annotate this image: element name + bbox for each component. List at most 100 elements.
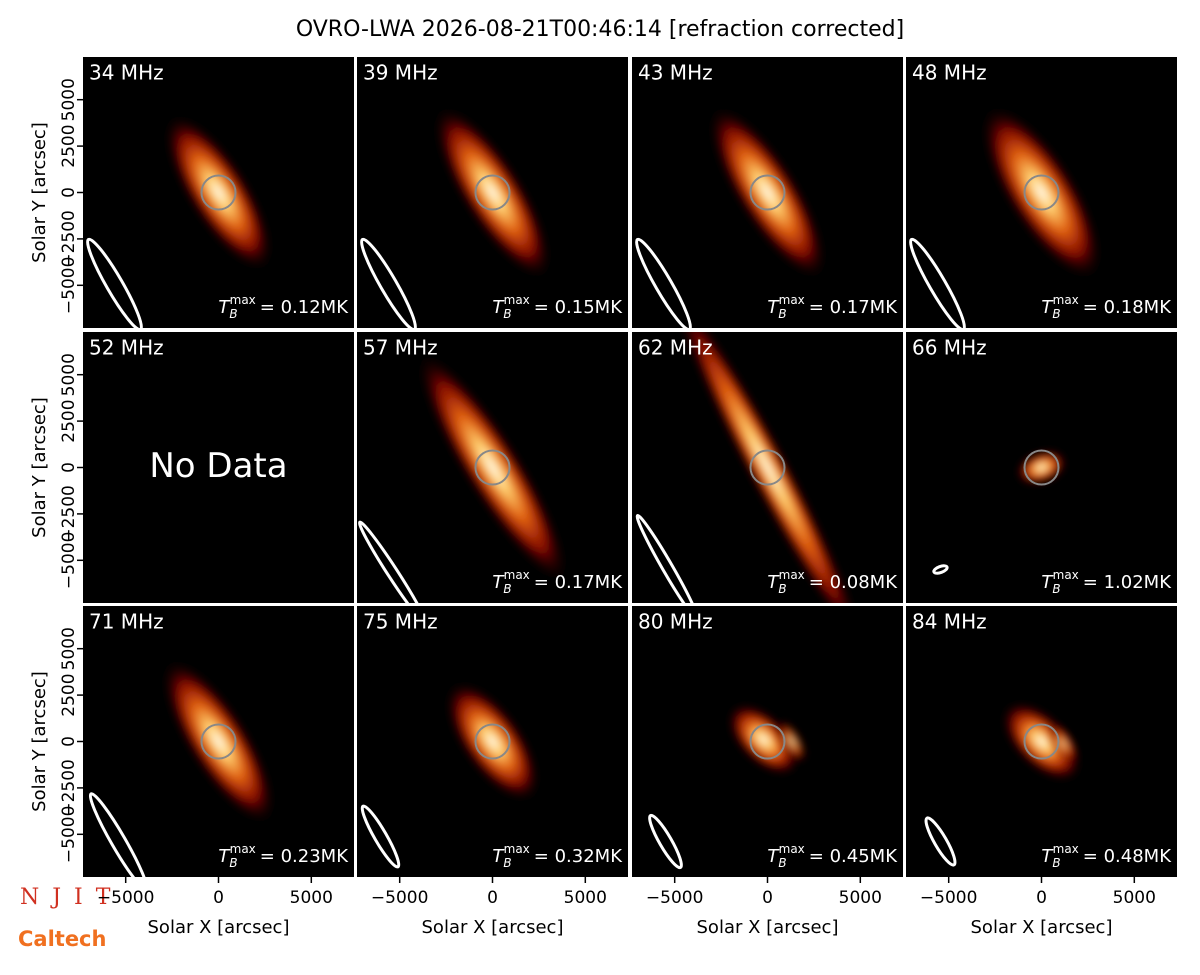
- tmax-label: TBmax = 0.17MK: [492, 568, 623, 596]
- x-tick-label: 0: [762, 888, 773, 908]
- y-tick-label: 5000: [59, 353, 79, 396]
- logo-caltech: Caltech: [18, 927, 106, 951]
- tmax-text: = 0.17MK: [534, 572, 623, 593]
- beam: [932, 564, 949, 575]
- x-axis-label: Solar X [arcsec]: [971, 917, 1113, 938]
- y-tick-label: 0: [59, 187, 79, 198]
- tmax-superscript: max: [779, 568, 805, 582]
- frequency-label: 43 MHz: [638, 61, 713, 85]
- x-tick-label: −5000: [646, 888, 704, 908]
- solar-disk: [1023, 449, 1060, 486]
- emission: [445, 681, 540, 802]
- beam: [909, 237, 966, 328]
- y-tick-label: 2500: [59, 124, 79, 167]
- solar-disk: [749, 449, 786, 486]
- y-tick-label: 5000: [59, 78, 79, 121]
- solar-disk: [474, 174, 511, 211]
- beam: [360, 804, 401, 869]
- frequency-label: 34 MHz: [89, 61, 164, 85]
- y-tick-label: 0: [59, 736, 79, 747]
- logo-njit: N J I T: [20, 885, 113, 910]
- x-tick-label: −5000: [97, 888, 155, 908]
- panel: [906, 57, 1177, 328]
- tmax-label: TBmax = 0.32MK: [492, 842, 623, 870]
- emission: [162, 659, 275, 824]
- beam: [648, 813, 683, 870]
- frequency-label: 71 MHz: [89, 610, 164, 634]
- tmax-label: TBmax = 0.23MK: [218, 842, 349, 870]
- solar-disk: [749, 174, 786, 211]
- tmax-symbol: T: [1041, 846, 1054, 867]
- tmax-label: TBmax = 0.08MK: [767, 568, 898, 596]
- tmax-label: TBmax = 0.17MK: [767, 293, 898, 321]
- solar-disk: [1023, 723, 1060, 760]
- solar-disk: [200, 174, 237, 211]
- frequency-label: 80 MHz: [638, 610, 713, 634]
- panel: [906, 332, 1177, 603]
- panel: [357, 606, 628, 877]
- frequency-label: 57 MHz: [363, 336, 438, 360]
- panel: [357, 57, 628, 328]
- tmax-superscript: max: [504, 568, 530, 582]
- tmax-subscript: B: [1052, 582, 1060, 596]
- x-tick-label: 0: [1036, 888, 1047, 908]
- tmax-symbol: T: [1041, 297, 1054, 318]
- tmax-label: TBmax = 0.12MK: [218, 293, 349, 321]
- tmax-symbol: T: [492, 297, 505, 318]
- emission: [727, 703, 800, 776]
- tmax-label: TBmax = 0.48MK: [1041, 842, 1172, 870]
- tmax-text: = 0.17MK: [809, 297, 898, 318]
- tmax-superscript: max: [230, 293, 256, 307]
- tmax-symbol: T: [492, 572, 505, 593]
- frequency-label: 75 MHz: [363, 610, 438, 634]
- tmax-subscript: B: [778, 307, 786, 321]
- tmax-label: TBmax = 0.45MK: [767, 842, 898, 870]
- emission: [981, 105, 1102, 280]
- emission: [708, 106, 827, 279]
- frequency-label: 66 MHz: [912, 336, 987, 360]
- x-axis-label: Solar X [arcsec]: [697, 917, 839, 938]
- tmax-superscript: max: [779, 842, 805, 856]
- tmax-subscript: B: [229, 856, 237, 870]
- panel: [906, 606, 1177, 877]
- figure-title: OVRO-LWA 2026-08-21T00:46:14 [refraction…: [296, 17, 904, 42]
- tmax-text: = 0.45MK: [809, 846, 898, 867]
- solar-disk: [749, 723, 786, 760]
- beam: [924, 816, 957, 867]
- panel: [83, 332, 354, 603]
- y-tick-label: 2500: [59, 673, 79, 716]
- tmax-text: = 0.08MK: [809, 572, 898, 593]
- emission: [776, 720, 807, 763]
- x-axis-label: Solar X [arcsec]: [148, 917, 290, 938]
- y-tick-label: −2500: [59, 759, 79, 817]
- tmax-text: = 1.02MK: [1083, 572, 1172, 593]
- tmax-superscript: max: [230, 842, 256, 856]
- y-axis-label: Solar Y [arcsec]: [29, 671, 50, 812]
- x-tick-label: −5000: [920, 888, 978, 908]
- no-data-label: No Data: [149, 446, 287, 486]
- tmax-superscript: max: [504, 293, 530, 307]
- y-tick-label: −2500: [59, 485, 79, 543]
- y-axis-label: Solar Y [arcsec]: [29, 122, 50, 263]
- panel: [632, 57, 903, 328]
- x-tick-label: 5000: [564, 888, 607, 908]
- y-tick-label: −5000: [59, 532, 79, 590]
- frequency-label: 39 MHz: [363, 61, 438, 85]
- tmax-text: = 0.32MK: [534, 846, 623, 867]
- y-tick-label: −2500: [59, 210, 79, 268]
- emission: [417, 352, 568, 583]
- y-axis-label: Solar Y [arcsec]: [29, 397, 50, 538]
- tmax-subscript: B: [778, 856, 786, 870]
- tmax-subscript: B: [778, 582, 786, 596]
- x-axis-label: Solar X [arcsec]: [422, 917, 564, 938]
- emission: [433, 106, 552, 279]
- emission: [164, 114, 273, 271]
- x-tick-label: −5000: [371, 888, 429, 908]
- y-tick-label: −5000: [59, 257, 79, 315]
- tmax-subscript: B: [503, 307, 511, 321]
- tmax-superscript: max: [1053, 842, 1079, 856]
- x-tick-label: 0: [487, 888, 498, 908]
- tmax-label: TBmax = 0.15MK: [492, 293, 623, 321]
- y-tick-label: 0: [59, 462, 79, 473]
